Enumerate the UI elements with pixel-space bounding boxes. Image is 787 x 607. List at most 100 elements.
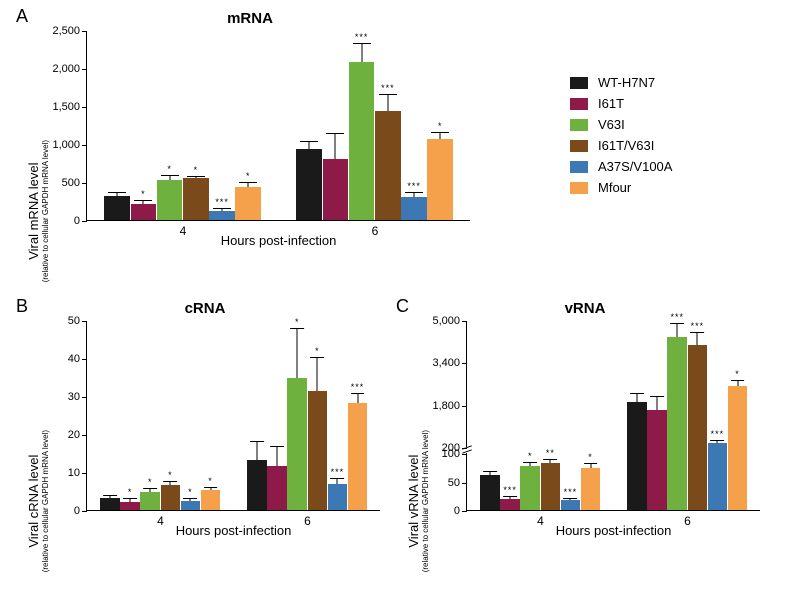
legend-label: I61T/V63I [598, 138, 654, 153]
significance-marker: *** [670, 312, 684, 322]
error-bar [550, 460, 551, 463]
error-cap [379, 94, 397, 95]
error-bar [248, 183, 249, 186]
bar [323, 159, 349, 220]
panel-A: AmRNAHours post-infection05001,0001,5002… [30, 10, 470, 250]
x-axis-label: Hours post-infection [221, 233, 337, 248]
error-bar [110, 496, 111, 498]
error-cap [290, 328, 304, 329]
significance-marker: * [168, 470, 173, 480]
y-tick-label: 500 [62, 177, 87, 189]
significance-marker: * [188, 487, 193, 497]
bar: * [183, 178, 209, 220]
significance-marker: * [528, 451, 533, 461]
bar: * [728, 386, 748, 510]
bar: * [308, 391, 328, 510]
error-cap [103, 495, 117, 496]
legend-swatch [570, 98, 588, 110]
error-cap [187, 176, 205, 177]
y-tick-label: 3,400 [432, 357, 467, 369]
chart-area: Hours post-infection010203040504*****6**… [30, 321, 380, 539]
error-bar [657, 397, 658, 410]
bar: *** [708, 443, 728, 510]
bar: *** [500, 499, 520, 510]
significance-marker: *** [407, 181, 421, 191]
error-bar [697, 333, 698, 345]
error-cap [270, 446, 284, 447]
significance-marker: * [246, 171, 251, 181]
significance-marker: * [735, 369, 740, 379]
error-bar [277, 447, 278, 467]
bar: * [140, 492, 160, 510]
error-cap [163, 481, 177, 482]
bar: * [131, 204, 157, 220]
legend-item: Mfour [570, 180, 672, 195]
error-cap [690, 332, 704, 333]
y-axis-label-main: Viral cRNA level [26, 455, 41, 548]
bar [100, 498, 120, 510]
error-cap [670, 323, 684, 324]
y-tick-label: 40 [68, 353, 87, 365]
significance-marker: *** [355, 32, 369, 42]
error-cap [503, 496, 517, 497]
error-bar [257, 442, 258, 460]
error-bar [677, 324, 678, 337]
plot-region: Hours post-infection010203040504*****6**… [86, 321, 380, 511]
y-tick-label: 0 [74, 215, 87, 227]
y-tick-label: 5,000 [432, 315, 467, 327]
error-bar [590, 464, 591, 469]
error-bar [222, 209, 223, 211]
error-bar [117, 193, 118, 196]
error-cap [483, 471, 497, 472]
y-axis-label-main: Viral vRNA level [406, 455, 421, 548]
plot-region: Hours post-infection0501002001,8003,4005… [466, 321, 760, 511]
error-cap [405, 192, 423, 193]
error-cap [310, 357, 324, 358]
error-cap [431, 132, 449, 133]
bar: ** [541, 463, 561, 510]
bar: * [161, 485, 181, 510]
bar: * [120, 502, 140, 510]
significance-marker: * [438, 121, 443, 131]
y-axis-label-sub: (relative to cellular GAPDH mRNA level) [41, 140, 50, 282]
x-axis-label: Hours post-infection [176, 523, 292, 538]
error-cap [184, 498, 198, 499]
legend-label: V63I [598, 117, 625, 132]
legend-label: Mfour [598, 180, 631, 195]
y-axis-label: Viral cRNA level(relative to cellular GA… [26, 430, 50, 572]
significance-marker: * [128, 487, 133, 497]
error-cap [351, 393, 365, 394]
legend: WT-H7N7I61TV63II61T/V63IA37S/V100AMfour [570, 75, 672, 201]
y-tick-label: 1,000 [52, 139, 87, 151]
significance-marker: * [141, 189, 146, 199]
legend-swatch [570, 77, 588, 89]
bar: * [287, 378, 307, 510]
x-tick-label: 4 [537, 510, 544, 528]
error-bar [570, 499, 571, 501]
significance-marker: *** [351, 382, 365, 392]
bar [647, 410, 667, 510]
error-bar [309, 142, 310, 148]
error-cap [711, 440, 725, 441]
error-bar [717, 441, 718, 443]
legend-label: WT-H7N7 [598, 75, 655, 90]
error-cap [331, 478, 345, 479]
bar: *** [667, 337, 687, 510]
y-tick-label: 2,500 [52, 25, 87, 37]
legend-swatch [570, 161, 588, 173]
bar: * [235, 187, 261, 220]
bar: *** [561, 500, 581, 510]
y-axis-label: Viral mRNA level(relative to cellular GA… [26, 140, 50, 282]
panel-label: A [16, 6, 28, 27]
significance-marker: * [167, 164, 172, 174]
bar: * [427, 139, 453, 220]
error-cap [353, 43, 371, 44]
error-bar [143, 201, 144, 204]
legend-swatch [570, 140, 588, 152]
error-bar [335, 134, 336, 159]
panel-label: C [396, 296, 409, 317]
y-tick-label: 200 [442, 442, 467, 454]
y-tick-label: 50 [448, 477, 467, 489]
legend-label: A37S/V100A [598, 159, 672, 174]
error-bar [130, 499, 131, 502]
